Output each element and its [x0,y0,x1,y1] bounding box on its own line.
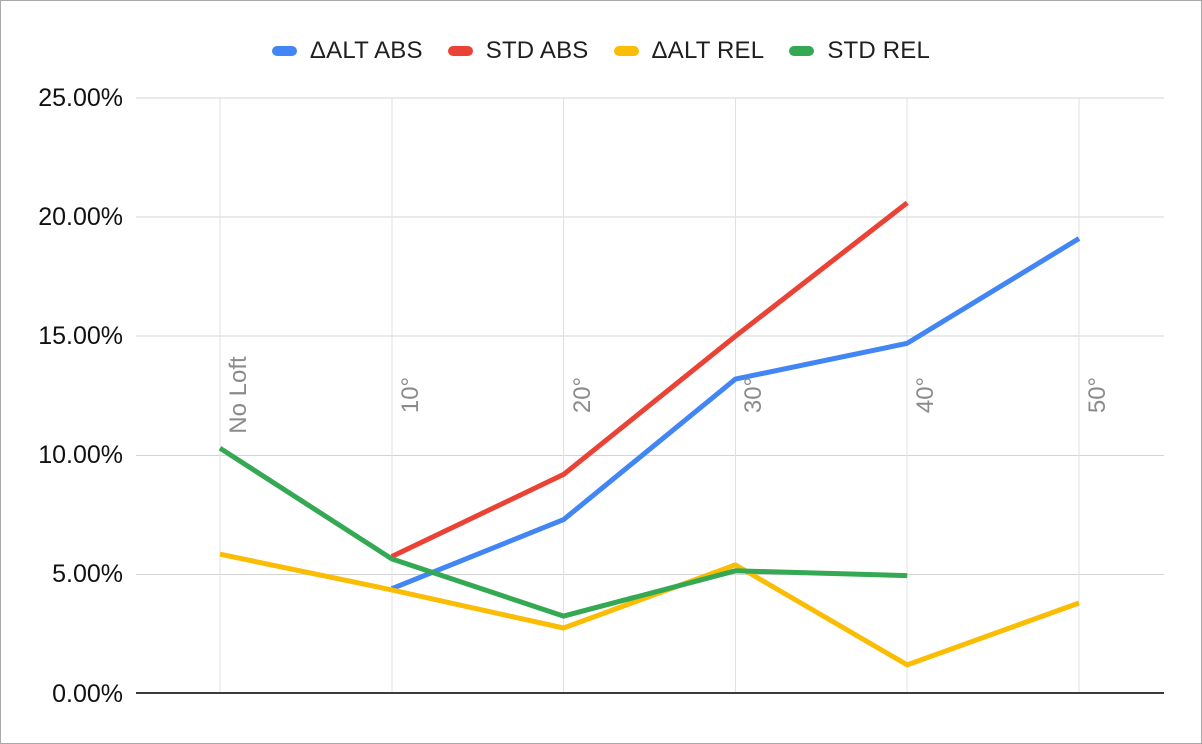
series-line-delta-alt-abs[interactable] [390,236,1081,592]
y-tick-label: 5.00% [52,560,123,589]
y-tick-label: 15.00% [38,322,123,351]
series-line-delta-alt-rel[interactable] [219,551,1080,668]
legend-label-std-abs: STD ABS [485,37,589,64]
x-category-label: 40° [912,376,940,414]
legend-item-delta-alt-rel[interactable]: ΔALT REL [613,37,765,65]
legend-item-std-rel[interactable]: STD REL [789,37,930,65]
legend-swatch-std-rel [789,46,815,56]
y-tick-label: 10.00% [38,441,123,470]
legend-item-std-abs[interactable]: STD ABS [447,37,589,65]
legend-item-delta-alt-abs[interactable]: ΔALT ABS [271,37,423,65]
legend-label-delta-alt-abs: ΔALT ABS [309,37,423,64]
x-category-label: 10° [396,376,424,414]
legend-swatch-std-abs [447,46,473,56]
legend-label-delta-alt-rel: ΔALT REL [651,37,765,64]
series-line-std-abs[interactable] [390,200,909,559]
x-category-label: 30° [740,376,768,414]
y-tick-label: 0.00% [52,679,123,708]
legend-swatch-delta-alt-rel [613,46,639,56]
horizontal-gridlines [136,97,1164,575]
y-tick-label: 20.00% [38,203,123,232]
chart-legend: ΔALT ABS STD ABS ΔALT REL STD REL [1,37,1201,65]
x-category-label: No Loft [225,356,252,434]
x-category-label: 50° [1084,376,1111,414]
y-tick-label: 25.00% [38,84,123,112]
x-category-label: 20° [568,376,596,414]
series-line-std-rel[interactable] [218,446,908,619]
vertical-gridlines [219,98,1080,693]
legend-label-std-rel: STD REL [827,37,931,64]
legend-swatch-delta-alt-abs [271,46,297,56]
